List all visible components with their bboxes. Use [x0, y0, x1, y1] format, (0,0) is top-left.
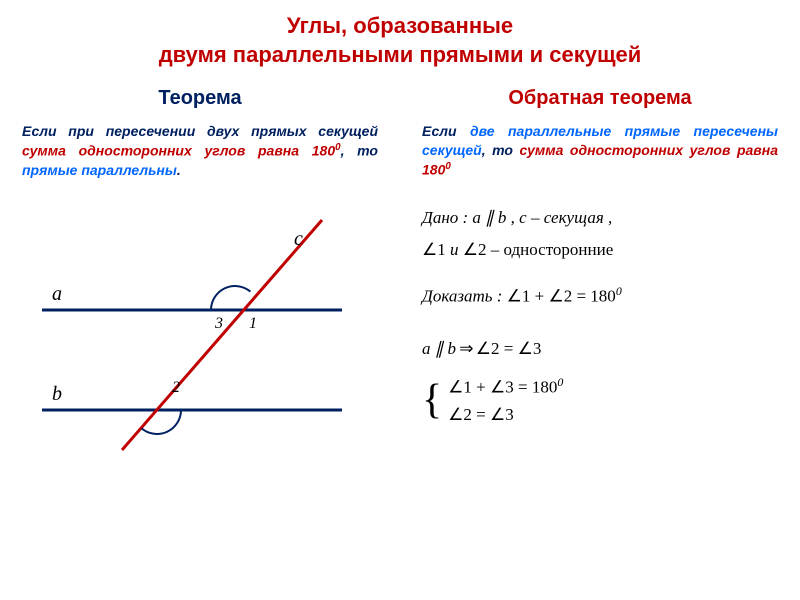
proof-system: {∠1 + ∠3 = 1800∠2 = ∠3: [422, 373, 778, 428]
proof-step1: a ∥ b ⇒ ∠2 = ∠3: [422, 333, 778, 365]
proof-block: Дано : a ∥ b , c – секущая ,∠1 и ∠2 – од…: [422, 202, 778, 429]
right-theorem: Если две параллельные прямые пересечены …: [422, 122, 778, 179]
left-heading: Теорема: [22, 87, 378, 110]
columns: Теорема Если при пересечении двух прямых…: [0, 87, 800, 459]
diagram-svg: a b c 1 3 2: [22, 200, 382, 460]
title-line1: Углы, образованные: [0, 12, 800, 41]
right-column: Обратная теорема Если две параллельные п…: [400, 87, 800, 459]
proof-given: Дано : a ∥ b , c – секущая ,: [422, 202, 778, 234]
right-heading: Обратная теорема: [422, 87, 778, 110]
left-column: Теорема Если при пересечении двух прямых…: [0, 87, 400, 459]
title-line2: двумя параллельными прямыми и секущей: [0, 41, 800, 70]
svg-text:3: 3: [214, 315, 223, 332]
svg-text:a: a: [52, 283, 62, 305]
proof-angles: ∠1 и ∠2 – односторонние: [422, 234, 778, 266]
svg-text:b: b: [52, 383, 62, 405]
svg-text:1: 1: [249, 315, 257, 332]
left-theorem: Если при пересечении двух прямых секущей…: [22, 122, 378, 179]
diagram: a b c 1 3 2: [22, 200, 382, 460]
main-title: Углы, образованные двумя параллельными п…: [0, 0, 800, 69]
proof-prove: Доказать : ∠1 + ∠2 = 1800: [422, 280, 778, 313]
svg-text:c: c: [294, 228, 303, 250]
svg-text:2: 2: [172, 379, 180, 396]
